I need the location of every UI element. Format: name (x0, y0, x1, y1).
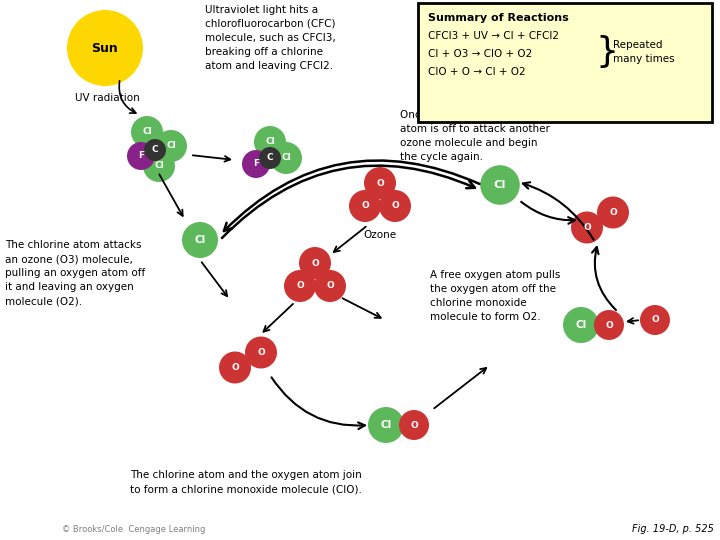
Text: Repeated
many times: Repeated many times (613, 40, 675, 64)
Text: CFCl3 + UV → Cl + CFCl2: CFCl3 + UV → Cl + CFCl2 (428, 31, 559, 41)
Text: Cl: Cl (194, 235, 206, 245)
Text: C: C (266, 153, 274, 163)
Text: Cl: Cl (281, 153, 291, 163)
Text: O: O (231, 363, 239, 372)
Circle shape (254, 126, 286, 158)
Circle shape (640, 305, 670, 335)
Circle shape (67, 10, 143, 86)
Text: Cl: Cl (265, 138, 275, 146)
Circle shape (284, 270, 316, 302)
Text: Cl: Cl (166, 141, 176, 151)
Text: Ozone: Ozone (364, 230, 397, 240)
Circle shape (368, 407, 404, 443)
Text: O: O (410, 421, 418, 429)
Circle shape (143, 150, 175, 182)
FancyBboxPatch shape (418, 3, 712, 122)
Text: O: O (609, 208, 617, 217)
Text: O: O (583, 223, 591, 232)
Circle shape (127, 142, 155, 170)
Circle shape (155, 130, 187, 162)
Text: O: O (296, 281, 304, 291)
Text: Fig. 19-D, p. 525: Fig. 19-D, p. 525 (632, 524, 714, 534)
Circle shape (270, 142, 302, 174)
Circle shape (144, 139, 166, 161)
Circle shape (563, 307, 599, 343)
Circle shape (597, 197, 629, 228)
Circle shape (314, 270, 346, 302)
Circle shape (242, 150, 270, 178)
Text: O: O (361, 201, 369, 211)
Text: Cl: Cl (154, 161, 164, 171)
Text: Cl: Cl (575, 320, 587, 330)
Circle shape (259, 147, 281, 169)
Text: ClO + O → Cl + O2: ClO + O → Cl + O2 (428, 67, 526, 77)
Text: O: O (311, 259, 319, 267)
Text: O: O (376, 179, 384, 187)
Circle shape (299, 247, 331, 279)
Circle shape (364, 167, 396, 199)
Text: F: F (253, 159, 259, 168)
Text: Ultraviolet light hits a
chlorofluorocarbon (CFC)
molecule, such as CFCl3,
break: Ultraviolet light hits a chlorofluorocar… (205, 5, 336, 71)
Circle shape (480, 165, 520, 205)
Circle shape (219, 352, 251, 383)
Text: © Brooks/Cole  Cengage Learning: © Brooks/Cole Cengage Learning (62, 525, 205, 534)
Text: Cl: Cl (380, 420, 392, 430)
Text: O: O (391, 201, 399, 211)
Text: F: F (138, 152, 144, 160)
Circle shape (131, 116, 163, 148)
Text: Sun: Sun (91, 42, 118, 55)
Text: UV radiation: UV radiation (75, 93, 140, 103)
Text: Cl: Cl (142, 127, 152, 137)
Text: O: O (651, 315, 659, 325)
Text: A free oxygen atom pulls
the oxygen atom off the
chlorine monoxide
molecule to f: A free oxygen atom pulls the oxygen atom… (430, 270, 560, 322)
Circle shape (571, 212, 603, 244)
Circle shape (349, 190, 381, 222)
Text: O: O (257, 348, 265, 357)
Circle shape (379, 190, 411, 222)
Circle shape (182, 222, 218, 258)
Circle shape (594, 310, 624, 340)
Text: Cl + O3 → ClO + O2: Cl + O3 → ClO + O2 (428, 49, 532, 59)
Text: Cl: Cl (494, 180, 506, 190)
Text: Summary of Reactions: Summary of Reactions (428, 13, 569, 23)
Text: O: O (326, 281, 334, 291)
Circle shape (399, 410, 429, 440)
Text: The chlorine atom and the oxygen atom join
to form a chlorine monoxide molecule : The chlorine atom and the oxygen atom jo… (130, 470, 362, 494)
Text: The chlorine atom attacks
an ozone (O3) molecule,
pulling an oxygen atom off
it : The chlorine atom attacks an ozone (O3) … (5, 240, 145, 306)
Circle shape (245, 336, 277, 368)
Text: Once free, the chlorine
atom is off to attack another
ozone molecule and begin
t: Once free, the chlorine atom is off to a… (400, 110, 550, 162)
Text: C: C (152, 145, 158, 154)
Text: O: O (605, 321, 613, 329)
Text: }: } (595, 35, 618, 69)
